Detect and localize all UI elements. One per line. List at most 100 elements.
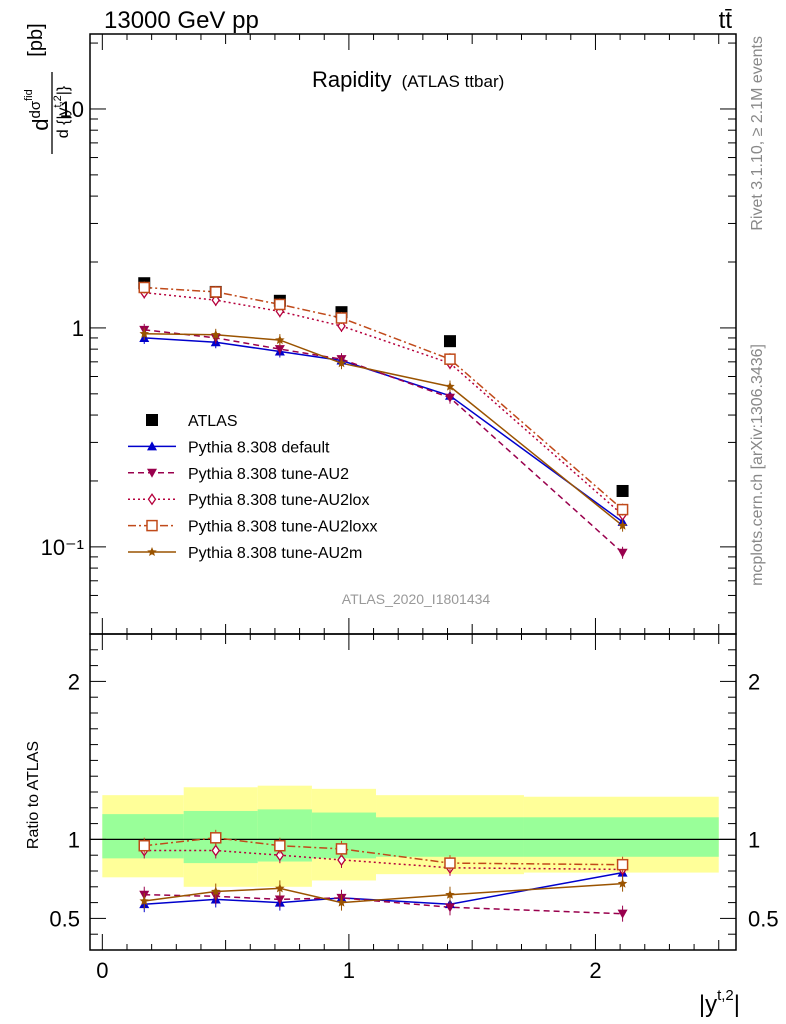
data-point — [616, 503, 629, 516]
ratio-point — [211, 844, 221, 857]
ratio-point — [275, 883, 285, 893]
green-band — [257, 809, 312, 862]
mcplots-label: mcplots.cern.ch [arXiv:1306.3436] — [749, 344, 766, 586]
data-point — [617, 520, 628, 530]
ratio-point — [139, 896, 149, 906]
ratio-point — [274, 839, 286, 852]
lower-panel-frame — [89, 633, 737, 951]
ratio-point — [211, 886, 221, 896]
legend-marker — [147, 547, 157, 556]
chart-subtitle: (ATLAS ttbar) — [402, 72, 505, 91]
header-right: tt̄ — [719, 7, 733, 34]
svg-text:ddσfid: ddσfid — [23, 89, 53, 130]
ratio-point — [336, 897, 347, 907]
ratio-point — [616, 858, 629, 871]
x-tick-label: 1 — [343, 958, 355, 983]
legend-marker — [146, 414, 158, 426]
upper-series-lines — [144, 286, 624, 554]
data-point — [209, 286, 222, 298]
x-tick-label: 2 — [589, 958, 601, 983]
data-point — [444, 393, 455, 403]
data-point — [335, 312, 348, 324]
ratio-point — [444, 903, 455, 913]
legend-entry: ATLAS — [146, 413, 238, 430]
ratio-y-tick-label: 1 — [68, 827, 80, 852]
legend-entry: Pythia 8.308 tune-AU2m — [128, 545, 362, 562]
upper-axis-ticks: 10⁻¹ 1 10 — [41, 34, 736, 635]
ratio-y-tick-label: 0.5 — [49, 906, 80, 931]
ratio-point — [445, 889, 455, 899]
green-band — [376, 817, 524, 857]
chart-title: Rapidity (ATLAS ttbar) — [312, 67, 504, 92]
lower-series-markers — [138, 829, 629, 922]
ratio-point — [617, 878, 628, 888]
legend-marker — [146, 519, 158, 532]
data-point — [138, 281, 150, 294]
ratio-uncertainty-bands — [90, 785, 736, 887]
y-tick-label: 1 — [72, 316, 84, 341]
legend-marker — [147, 493, 157, 506]
legend-entry: Pythia 8.308 tune-AU2loxx — [128, 519, 377, 536]
ratio-line-3 — [144, 837, 623, 866]
legend-label: Pythia 8.308 default — [188, 439, 330, 456]
data-point — [443, 335, 456, 348]
legend-marker — [147, 441, 157, 451]
analysis-watermark: ATLAS_2020_I1801434 — [342, 591, 491, 607]
ratio-point — [275, 849, 285, 862]
upper-series-markers — [138, 277, 629, 559]
y-tick-label: 10 — [60, 97, 84, 122]
header-left: 13000 GeV pp — [104, 7, 259, 34]
lower-series-lines — [144, 837, 623, 915]
ratio-y-tick-label-right: 1 — [748, 827, 760, 852]
ratio-point — [138, 839, 150, 852]
ratio-y-tick-label-right: 2 — [748, 669, 760, 694]
ratio-y-tick-label-right: 0.5 — [748, 906, 779, 931]
data-point — [211, 329, 221, 339]
legend: ATLAS Pythia 8.308 default Pythia 8.308 tu… — [128, 413, 377, 562]
svg-text:[pb]: [pb] — [25, 23, 47, 56]
data-point — [139, 328, 149, 338]
x-tick-label: 0 — [96, 958, 108, 983]
ratio-point — [274, 895, 285, 905]
ratio-point — [444, 857, 456, 869]
legend-label: Pythia 8.308 tune-AU2 — [188, 466, 349, 483]
data-point — [617, 548, 628, 558]
ratio-y-tick-label: 2 — [68, 669, 80, 694]
chart-title-main: Rapidity — [312, 67, 391, 92]
data-point — [616, 484, 629, 497]
ratio-line-0 — [144, 871, 623, 905]
x-axis-label: |yt,2| — [699, 987, 740, 1018]
ratio-line-1 — [144, 893, 623, 915]
data-point — [274, 298, 286, 311]
data-point — [274, 345, 285, 355]
data-point — [445, 381, 455, 391]
ratio-line-4 — [144, 882, 623, 904]
svg-text:d {|yt,2|}: d {|yt,2|} — [52, 85, 72, 138]
legend-label: ATLAS — [188, 413, 238, 430]
lower-axis-ticks: 0.5 0.5 1 1 2 2 0 1 2 — [49, 633, 779, 983]
ratio-y-axis-label: Ratio to ATLAS — [25, 741, 42, 849]
series-line-5 — [144, 333, 624, 527]
legend-entry: Pythia 8.308 tune-AU2 — [128, 466, 349, 483]
green-band — [523, 817, 719, 857]
upper-y-axis-label: ddσfid d {|yt,2|} [pb] — [23, 23, 72, 154]
data-point — [444, 353, 456, 365]
series-line-1 — [144, 337, 624, 523]
rivet-version-label: Rivet 3.1.10, ≥ 2.1M events — [749, 36, 766, 231]
ratio-line-2 — [144, 849, 623, 871]
legend-entry: Pythia 8.308 tune-AU2lox — [128, 492, 369, 509]
data-point — [275, 335, 285, 345]
series-line-4 — [144, 286, 624, 511]
series-line-2 — [144, 329, 624, 554]
legend-entry: Pythia 8.308 default — [128, 439, 330, 456]
legend-marker — [147, 468, 157, 478]
legend-label: Pythia 8.308 tune-AU2loxx — [188, 519, 377, 536]
ratio-point — [617, 909, 628, 919]
legend-label: Pythia 8.308 tune-AU2m — [188, 545, 362, 562]
legend-label: Pythia 8.308 tune-AU2lox — [188, 492, 369, 509]
data-point — [336, 358, 347, 368]
ratio-point — [209, 832, 222, 844]
ratio-point — [335, 843, 348, 855]
y-tick-label: 10⁻¹ — [41, 535, 84, 560]
